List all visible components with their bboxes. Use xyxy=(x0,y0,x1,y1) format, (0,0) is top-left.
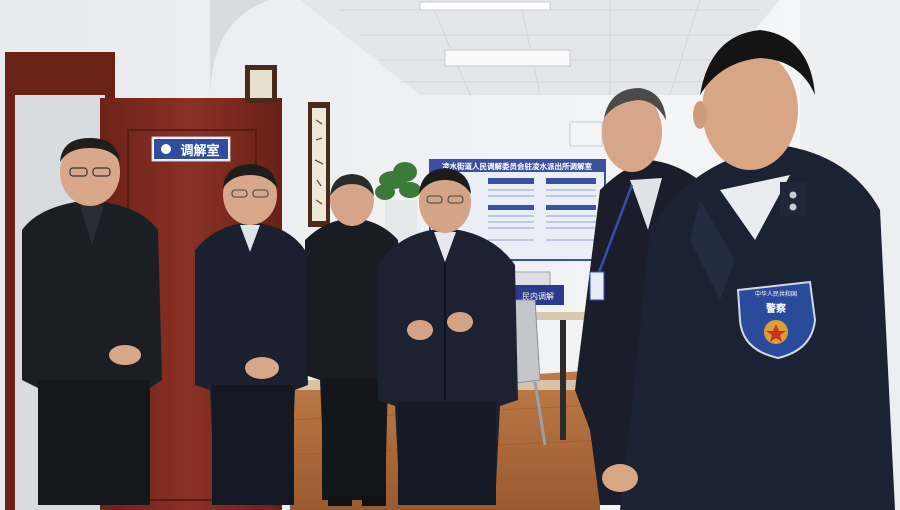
collar-insignia xyxy=(780,182,806,216)
badge-top-text: 中华人民共和国 xyxy=(755,290,797,298)
person-2 xyxy=(195,164,308,505)
door-sign-text: 调解室 xyxy=(180,143,219,159)
door-sign-inner xyxy=(154,139,228,159)
calligraphy-strokes xyxy=(314,119,324,205)
picture xyxy=(250,70,272,98)
notice-board-header xyxy=(430,160,605,172)
calligraphy-scroll xyxy=(312,108,326,221)
person-4 xyxy=(378,168,518,505)
person-6-police-officer: 中华人民共和国 警察 xyxy=(602,30,895,510)
shirt-collar xyxy=(720,175,790,240)
id-badge xyxy=(589,271,605,301)
desk-leg xyxy=(560,320,566,440)
star-icon xyxy=(766,324,786,342)
air-conditioner-unit xyxy=(569,121,603,147)
lanyard xyxy=(596,184,634,276)
person-1 xyxy=(22,138,162,505)
wall-arch xyxy=(210,0,270,100)
ceiling-light xyxy=(444,49,571,67)
police-badge: 中华人民共和国 警察 xyxy=(736,280,817,360)
emblem-icon xyxy=(161,144,171,154)
desk-plaque-text: 民内调解 xyxy=(522,291,554,301)
ceiling xyxy=(300,0,780,95)
person-3 xyxy=(305,174,402,506)
notice-board-title: 凌水街道人民调解委员会驻凌水派出所调解室 xyxy=(442,161,592,171)
plant-leaves xyxy=(375,162,421,200)
notice-board-text-lines xyxy=(488,189,596,241)
ceiling-light xyxy=(419,1,551,11)
notice-board-columns xyxy=(488,178,596,210)
badge-center-text: 警察 xyxy=(765,302,787,315)
desk-top xyxy=(530,312,600,320)
